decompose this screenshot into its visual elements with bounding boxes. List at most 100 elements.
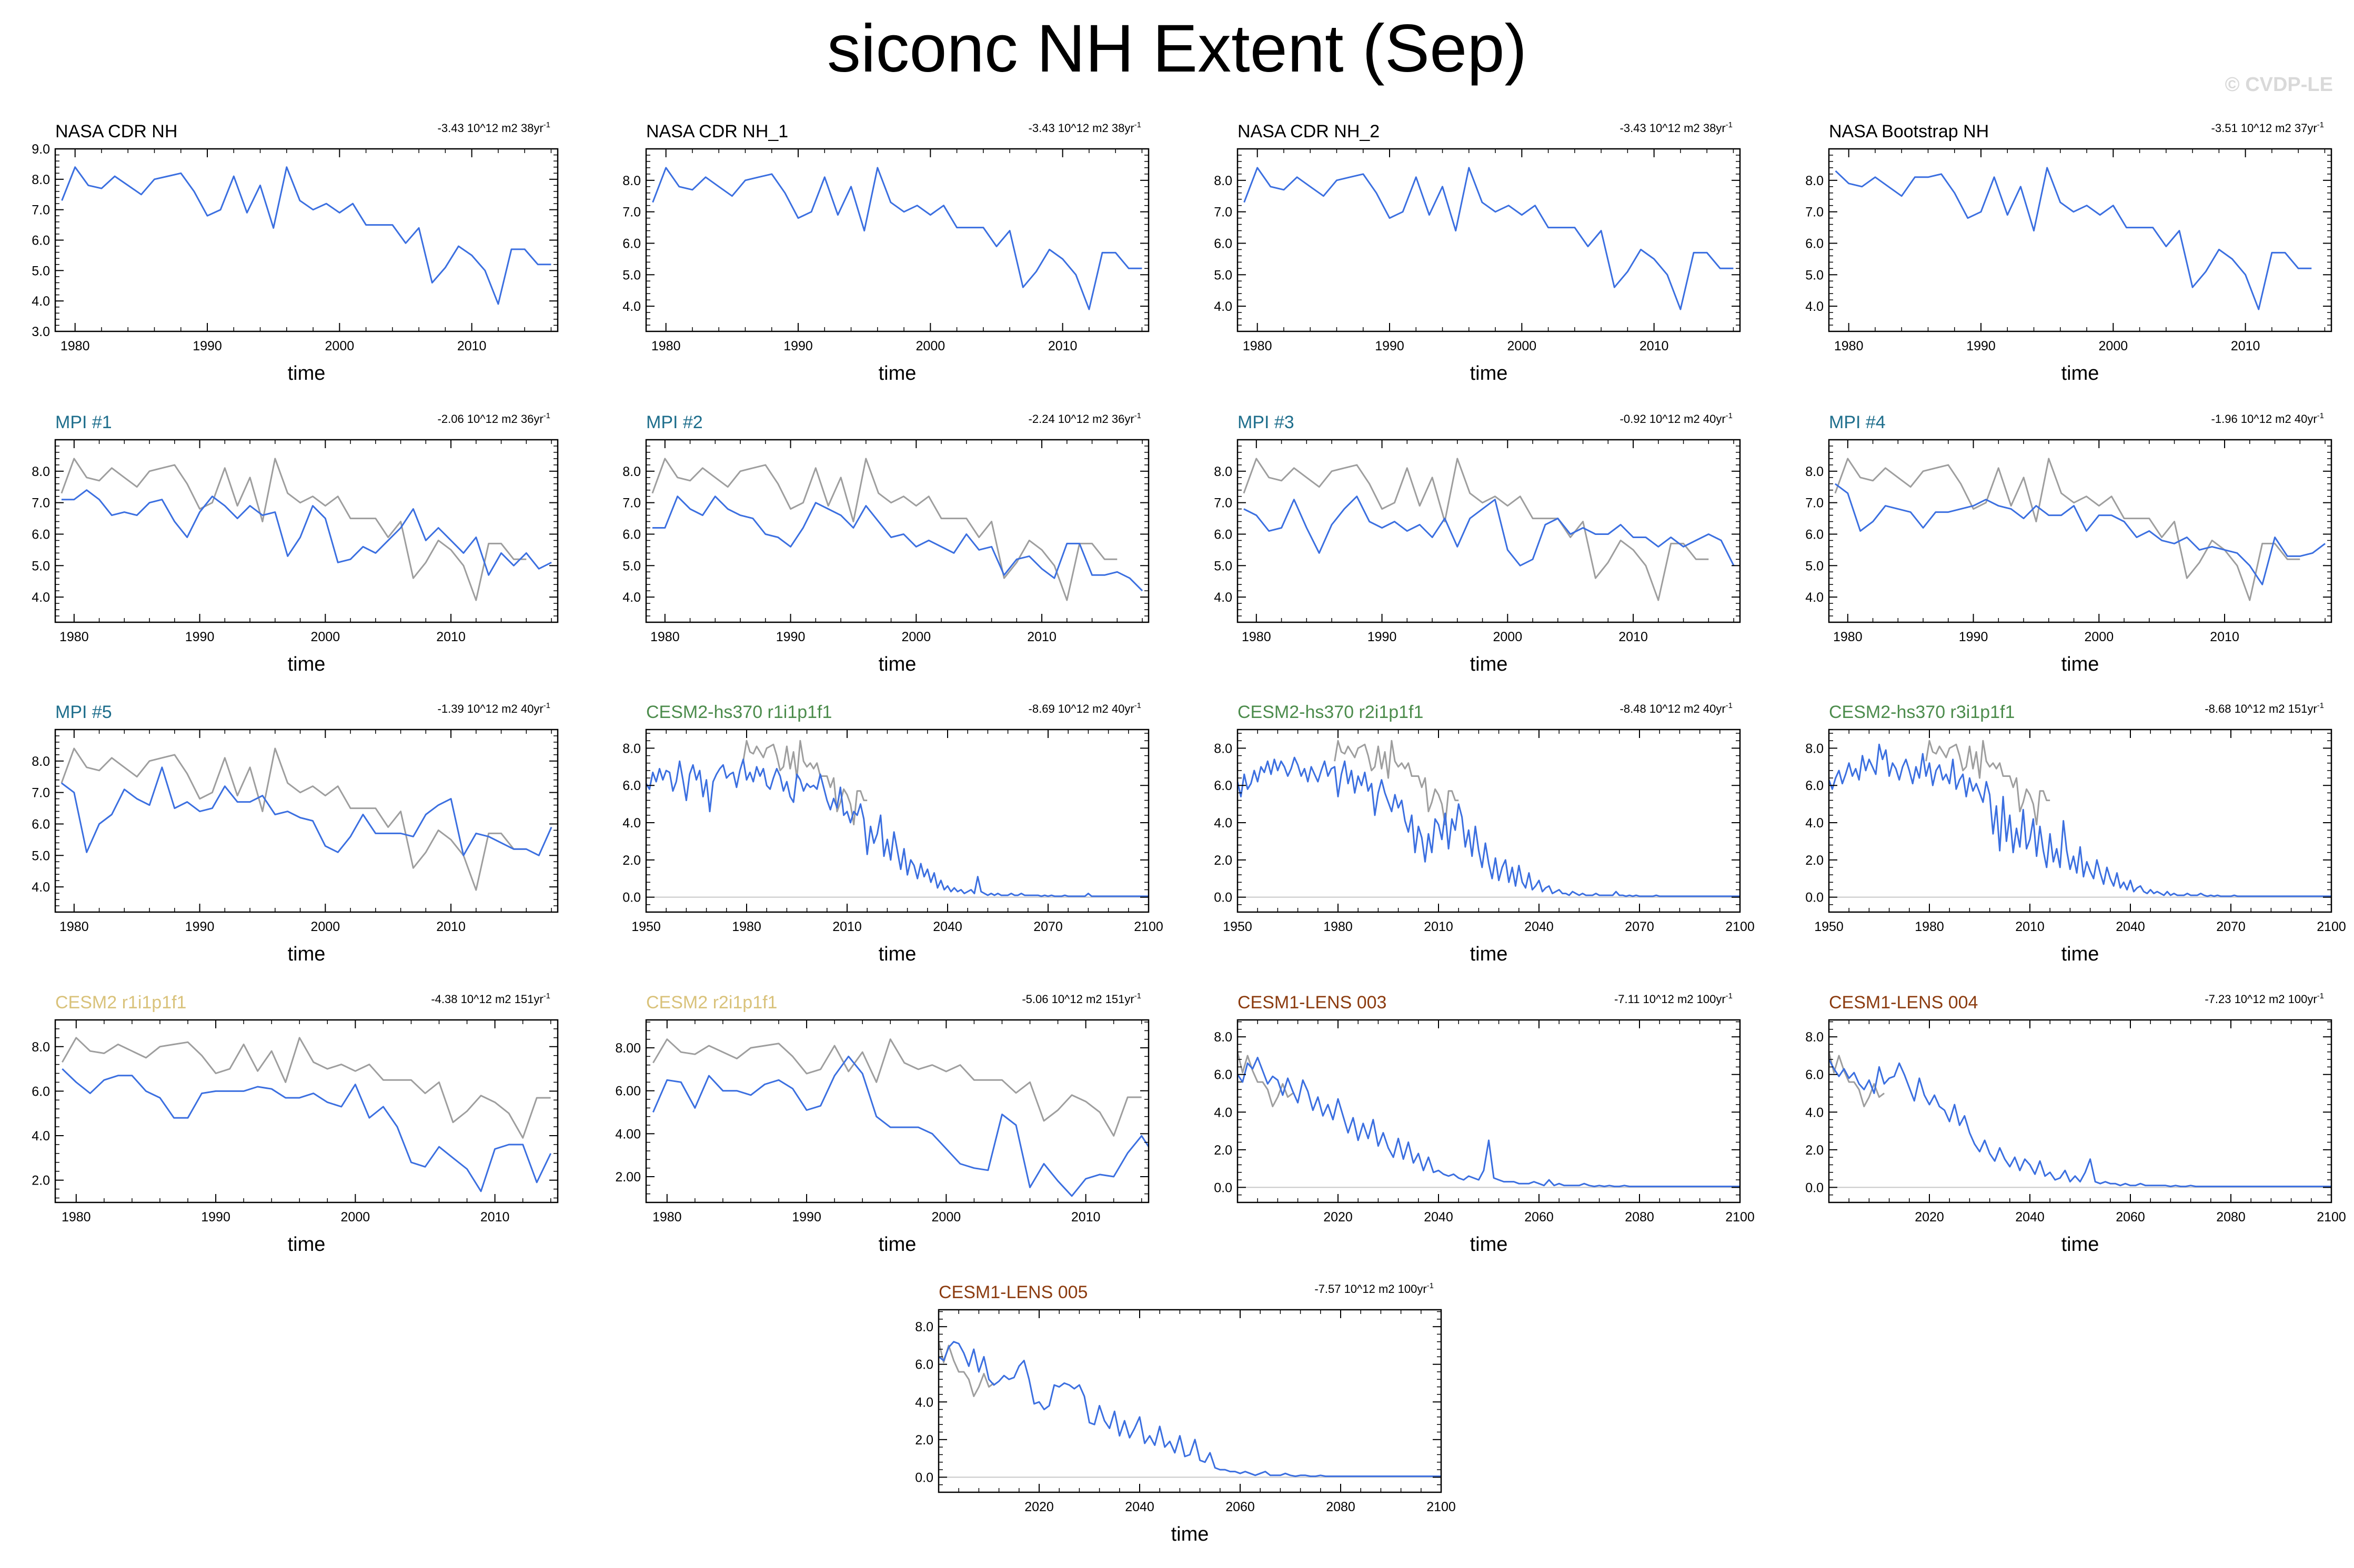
- x-tick-label: 2010: [2231, 339, 2260, 353]
- x-tick-label: 1990: [1959, 630, 1988, 644]
- y-tick-label: 0.0: [1805, 891, 1824, 905]
- y-tick-label: 2.00: [615, 1170, 641, 1185]
- panel-title: CESM2 r1i1p1f1: [55, 993, 186, 1013]
- x-axis-label: time: [1470, 362, 1508, 385]
- x-axis-label: time: [879, 362, 917, 385]
- x-tick-label: 1980: [732, 919, 761, 934]
- chart-panel: 4.0 5.0 6.0 7.0 8.0 1980 1990 2000 2010 time NASA …: [622, 120, 1150, 385]
- x-tick-label: 2020: [1024, 1500, 1054, 1514]
- y-tick-label: 6.0: [1805, 1068, 1824, 1083]
- panel-title: NASA CDR NH: [55, 122, 177, 141]
- x-tick-label: 2040: [1424, 1210, 1453, 1225]
- x-tick-label: 2070: [2216, 919, 2246, 934]
- panel-title: CESM2-hs370 r1i1p1f1: [646, 702, 832, 722]
- x-tick-label: 2000: [1507, 339, 1537, 353]
- panel-title: CESM2-hs370 r3i1p1f1: [1829, 702, 2015, 722]
- x-tick-label: 2000: [2099, 339, 2128, 353]
- x-tick-label: 1980: [59, 630, 89, 644]
- model-series-line: [62, 1068, 552, 1192]
- y-tick-label: 0.0: [622, 891, 641, 905]
- y-tick-label: 7.0: [622, 205, 641, 220]
- obs-series-line: [651, 458, 1118, 601]
- y-tick-label: 6.0: [32, 817, 50, 832]
- panel-title: NASA CDR NH_2: [1238, 122, 1380, 141]
- y-tick-label: 5.0: [32, 264, 50, 278]
- x-axis-label: time: [1171, 1523, 1209, 1545]
- obs-series-line: [1834, 458, 2300, 601]
- x-tick-label: 2100: [2317, 919, 2346, 934]
- y-tick-label: 4.0: [32, 1129, 50, 1144]
- y-tick-label: 8.0: [32, 754, 50, 769]
- model-series-line: [61, 166, 551, 305]
- main-title: siconc NH Extent (Sep): [827, 11, 1527, 86]
- y-tick-label: 0.0: [1214, 1180, 1232, 1195]
- y-tick-label: 6.0: [32, 527, 50, 542]
- trend-label: -0.92 10^12 m2 40yr-1: [1620, 411, 1733, 426]
- y-tick-label: 7.0: [32, 203, 50, 218]
- y-tick-label: 6.0: [622, 527, 641, 542]
- x-tick-label: 1980: [1834, 339, 1864, 353]
- y-tick-label: 6.0: [622, 778, 641, 793]
- x-tick-label: 2040: [2116, 919, 2145, 934]
- x-tick-label: 1980: [1242, 630, 1271, 644]
- y-tick-label: 7.0: [32, 496, 50, 511]
- panel-title: NASA Bootstrap NH: [1829, 122, 1989, 141]
- x-tick-label: 1980: [1243, 339, 1272, 353]
- x-tick-label: 1990: [792, 1210, 821, 1225]
- x-tick-label: 2010: [2015, 919, 2045, 934]
- plot-frame: [645, 439, 1150, 623]
- y-tick-label: 6.00: [615, 1084, 641, 1099]
- model-series-line: [61, 489, 552, 576]
- plot-frame: [1828, 439, 2332, 623]
- x-tick-label: 2040: [2015, 1210, 2045, 1225]
- panel-title: MPI #3: [1238, 412, 1294, 432]
- y-tick-label: 2.0: [1805, 1143, 1824, 1158]
- plot-frame: [1828, 729, 2332, 913]
- x-axis-label: time: [288, 362, 326, 385]
- chart-panel: 4.0 5.0 6.0 7.0 8.0 1980 1990 2000 2010 time NASA …: [1214, 120, 1741, 385]
- chart-panel: 0.0 2.0 4.0 6.0 8.0 2020 2040 2060 2080 2100 time C…: [1805, 992, 2346, 1256]
- y-tick-label: 6.0: [1214, 1068, 1232, 1083]
- x-tick-label: 2040: [1524, 919, 1554, 934]
- obs-series-line: [652, 1038, 1142, 1137]
- x-tick-label: 2000: [2085, 630, 2114, 644]
- x-axis-label: time: [288, 1233, 326, 1256]
- y-tick-label: 6.0: [1214, 236, 1232, 251]
- x-tick-label: 2010: [436, 919, 466, 934]
- y-tick-label: 7.0: [32, 786, 50, 801]
- y-tick-label: 7.0: [1214, 496, 1232, 511]
- panel-title: CESM2 r2i1p1f1: [646, 993, 777, 1013]
- x-tick-label: 2060: [1524, 1210, 1554, 1225]
- y-tick-label: 4.0: [32, 590, 50, 605]
- chart-panel: 4.0 5.0 6.0 7.0 8.0 1980 1990 2000 2010 time NASA …: [1805, 120, 2332, 385]
- y-tick-label: 8.0: [1214, 464, 1232, 479]
- plot-frame: [1828, 1019, 2332, 1203]
- plot-frame: [54, 1019, 559, 1203]
- x-axis-label: time: [879, 943, 917, 965]
- x-tick-label: 2010: [480, 1210, 510, 1225]
- x-tick-label: 2000: [932, 1210, 961, 1225]
- chart-panel: 0.0 2.0 4.0 6.0 8.0 2020 2040 2060 2080 2100 time C…: [1214, 992, 1755, 1256]
- trend-label: -2.24 10^12 m2 36yr-1: [1029, 411, 1141, 426]
- plot-frame: [54, 439, 559, 623]
- y-tick-label: 4.0: [1214, 590, 1232, 605]
- panel-title: CESM1-LENS 003: [1238, 993, 1386, 1013]
- x-tick-label: 2080: [2216, 1210, 2246, 1225]
- y-tick-label: 8.0: [1214, 741, 1232, 756]
- obs-series-line: [61, 747, 527, 891]
- chart-panel: 4.0 5.0 6.0 7.0 8.0 1980 1990 2000 2010 time MPI #…: [1805, 411, 2332, 675]
- panel-title: MPI #4: [1829, 412, 1886, 432]
- trend-label: -8.68 10^12 m2 151yr-1: [2205, 701, 2324, 715]
- y-tick-label: 6.0: [622, 236, 641, 251]
- x-tick-label: 1980: [1323, 919, 1353, 934]
- x-tick-label: 2010: [832, 919, 862, 934]
- x-tick-label: 2000: [311, 919, 340, 934]
- plot-frame: [1236, 729, 1741, 913]
- y-tick-label: 8.0: [1805, 741, 1824, 756]
- x-tick-label: 2000: [325, 339, 355, 353]
- x-tick-label: 2100: [1725, 919, 1755, 934]
- trend-label: -2.06 10^12 m2 36yr-1: [438, 411, 550, 426]
- y-tick-label: 5.0: [32, 848, 50, 863]
- panel-title: CESM1-LENS 004: [1829, 993, 1978, 1013]
- x-axis-label: time: [2061, 653, 2099, 675]
